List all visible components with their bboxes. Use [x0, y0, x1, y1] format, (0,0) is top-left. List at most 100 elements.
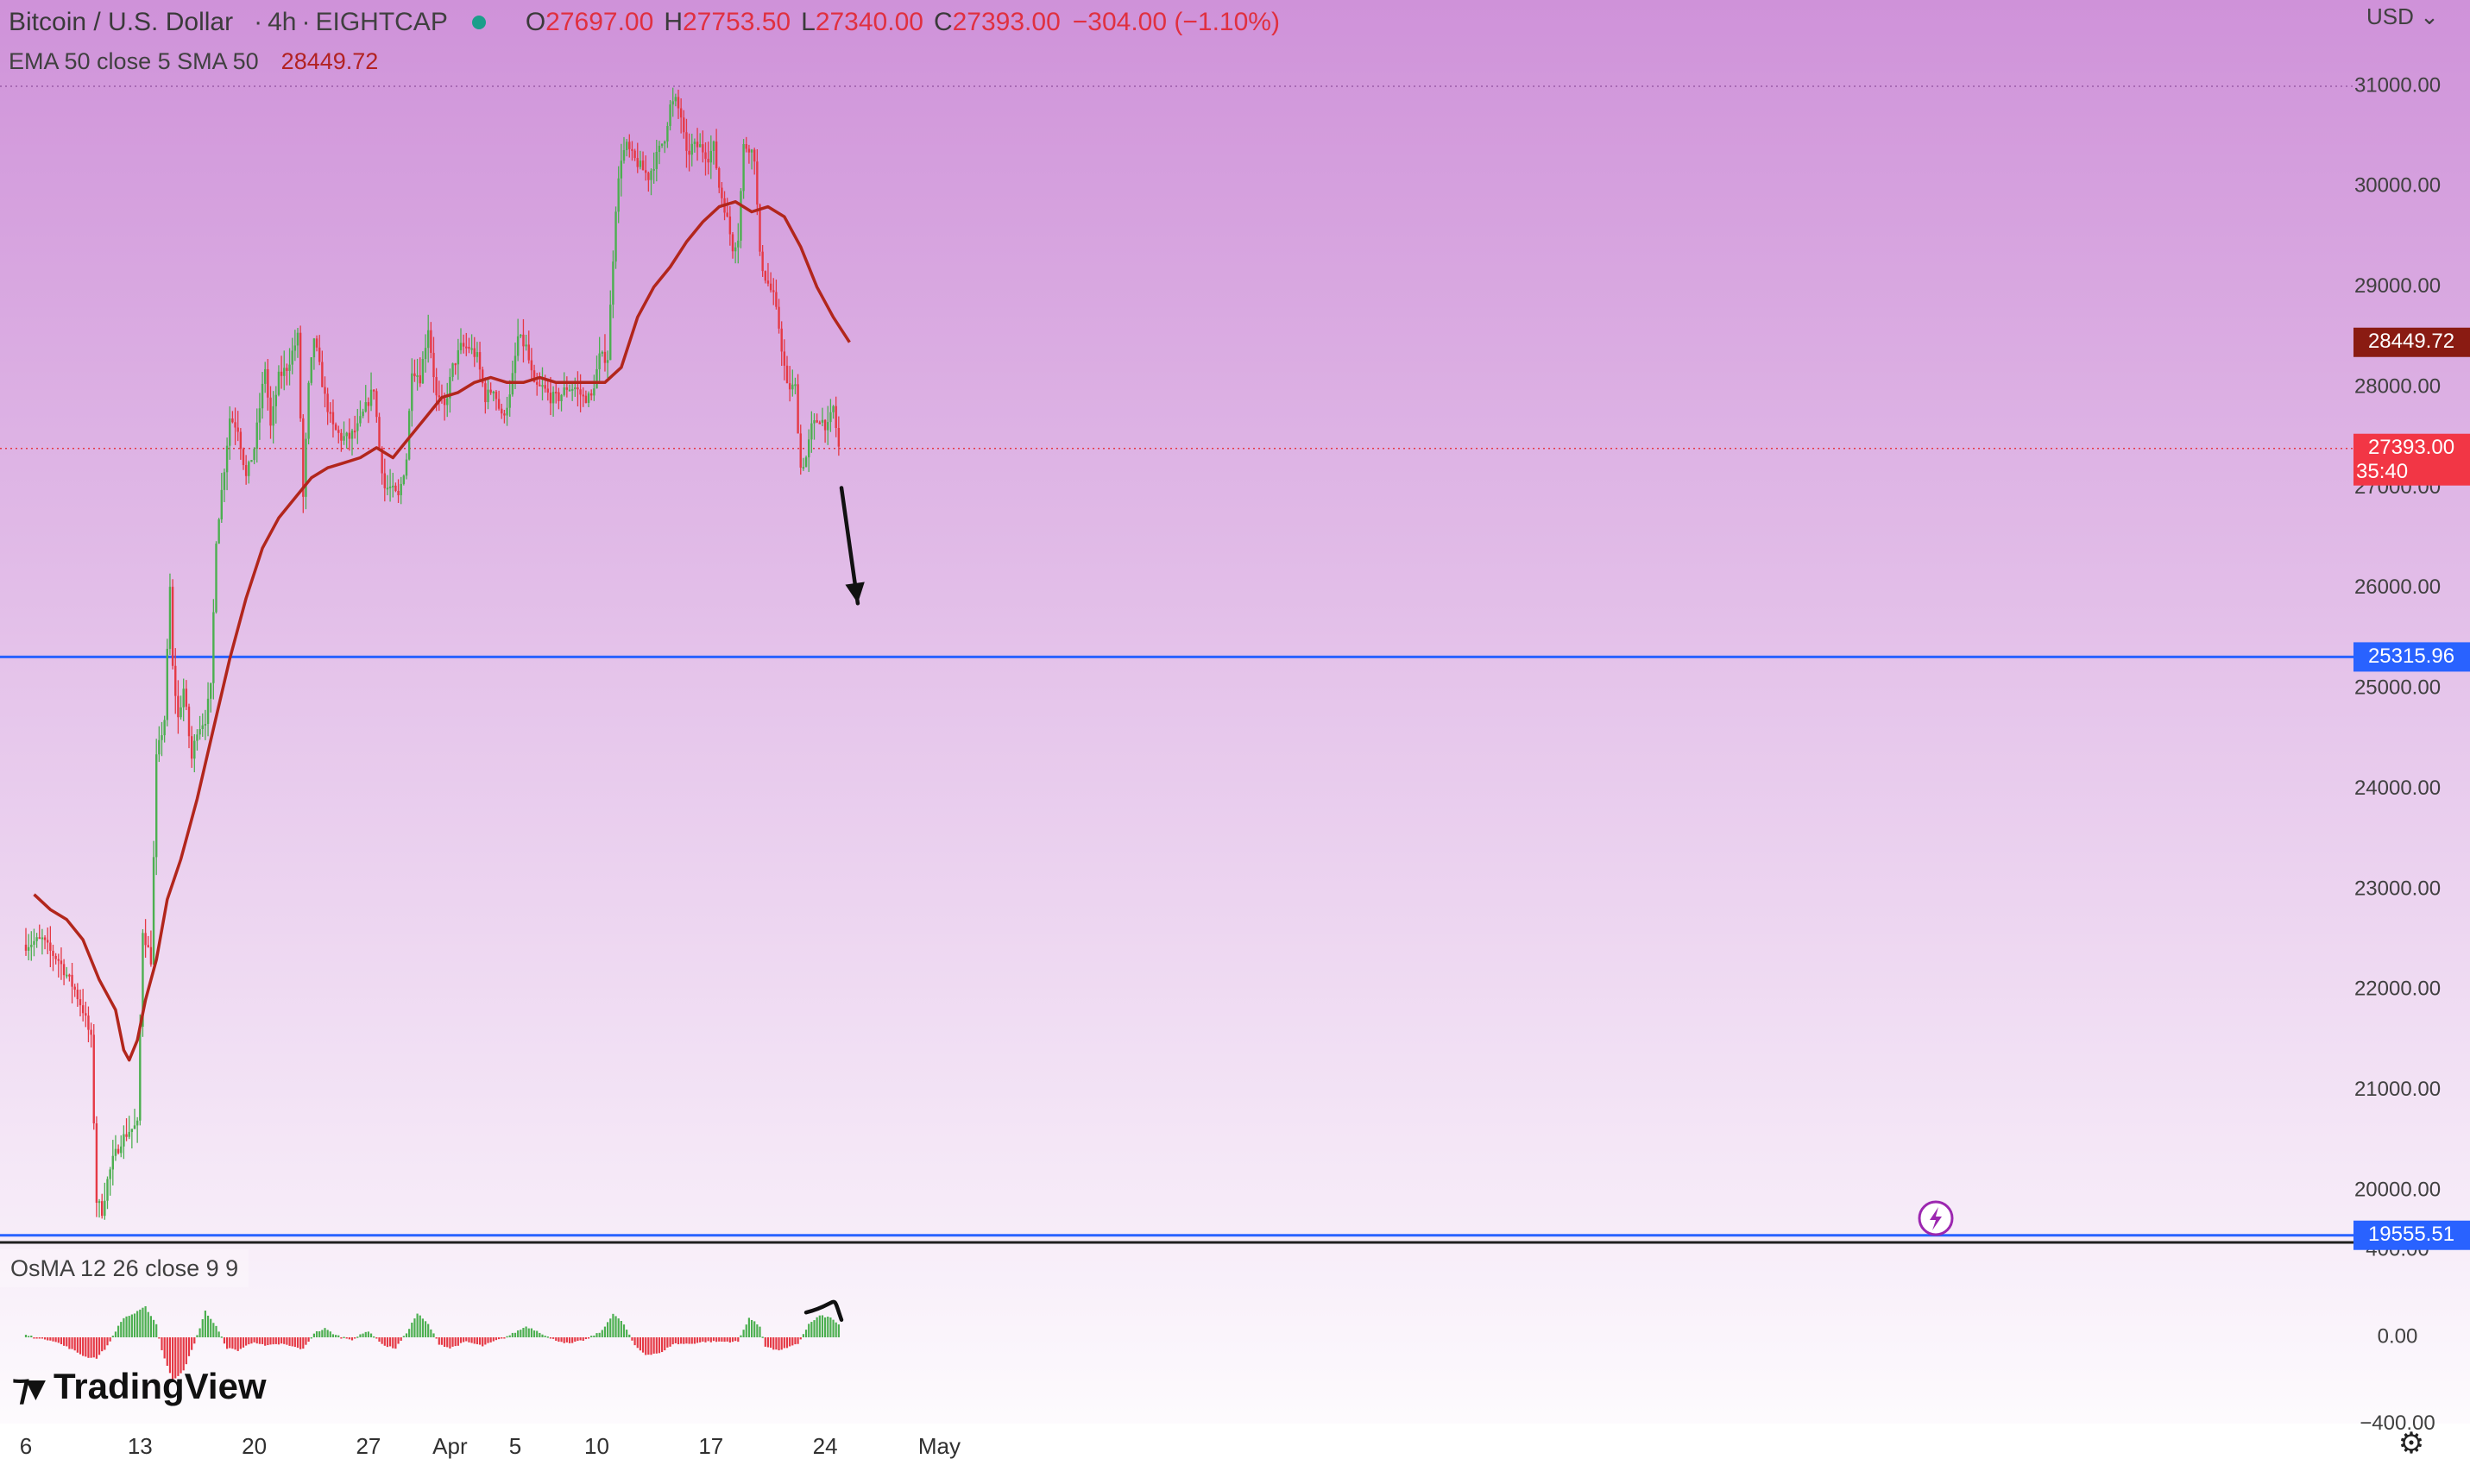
osma-bar [117, 1325, 120, 1337]
candle-body [206, 698, 210, 725]
osma-bar [810, 1322, 813, 1337]
candle-body [231, 418, 234, 423]
indicator-legend[interactable]: EMA 50 close 5 SMA 50 28449.72 [9, 45, 378, 78]
osma-bar [699, 1337, 702, 1343]
osma-bar [196, 1335, 198, 1337]
symbol-name[interactable]: Bitcoin / U.S. Dollar [9, 8, 234, 36]
osma-bar [571, 1337, 574, 1343]
osma-bar [789, 1337, 791, 1347]
osma-bar [250, 1337, 253, 1344]
lightning-alert-icon[interactable] [1918, 1200, 1954, 1236]
osma-bar [601, 1330, 603, 1337]
candle-body [544, 385, 546, 389]
osma-bar [369, 1333, 373, 1337]
osma-bar [239, 1337, 242, 1349]
candle-body [57, 959, 60, 961]
candle-body [85, 1013, 87, 1016]
gear-icon[interactable]: ⚙ [2398, 1427, 2425, 1460]
osma-bar [785, 1337, 789, 1349]
currency-selector[interactable]: USD ⌄ [2366, 3, 2439, 30]
osma-bar [666, 1337, 669, 1348]
time-axis[interactable]: 6 13 20 27 Apr 5 10 17 24 May [20, 1433, 961, 1459]
osma-bar [229, 1337, 231, 1349]
price-tick-label: 21000.00 [2354, 1078, 2441, 1101]
candle-body [239, 431, 243, 450]
osma-bar [612, 1313, 614, 1337]
candle-body [307, 382, 310, 439]
ema-sma-line[interactable] [33, 200, 851, 1062]
osma-bar [829, 1317, 832, 1337]
time-tick-label: 27 [356, 1433, 381, 1459]
candlestick-series[interactable] [24, 87, 841, 1220]
price-axis[interactable]: 20000.00 21000.00 22000.00 23000.00 24000.00… [2354, 73, 2441, 1201]
osma-bar [125, 1316, 128, 1337]
candle-body [130, 1129, 134, 1132]
osma-bar [60, 1337, 63, 1344]
candle-body [166, 649, 168, 720]
candle-body [305, 438, 307, 497]
candle-body [539, 384, 541, 387]
osma-bar [658, 1337, 661, 1354]
osma-bar [837, 1324, 840, 1337]
last-price-tag[interactable]: 27393.00 35:40 [2353, 433, 2470, 486]
osma-bar [212, 1323, 215, 1337]
osma-bar [236, 1337, 239, 1351]
osma-bar [386, 1337, 389, 1348]
osma-bar [584, 1337, 587, 1340]
osma-bar [495, 1337, 498, 1341]
osma-trend-drawing[interactable] [803, 1299, 844, 1323]
candle-body [225, 445, 229, 473]
level-tag-upper[interactable]: 25315.96 [2353, 642, 2470, 672]
candle-body [775, 292, 778, 307]
candle-body [315, 338, 318, 348]
candle-body [443, 398, 446, 406]
osma-bar [740, 1335, 742, 1337]
osma-bar [364, 1331, 367, 1337]
osma-bar [808, 1324, 810, 1337]
high-label: H [664, 8, 683, 36]
osma-bar [394, 1337, 397, 1349]
candle-body [104, 1200, 106, 1217]
osma-bar [459, 1337, 463, 1343]
market-status-icon[interactable] [471, 16, 486, 29]
osma-bar [223, 1337, 226, 1344]
candle-body [609, 305, 612, 361]
osma-bar [511, 1332, 514, 1337]
osma-bar [696, 1337, 699, 1343]
candle-body [54, 955, 57, 959]
down-arrow-drawing[interactable] [839, 486, 865, 606]
osma-histogram[interactable] [24, 1305, 840, 1380]
level-tag-lower[interactable]: 19555.51 [2353, 1220, 2470, 1250]
osma-bar [650, 1337, 652, 1355]
candle-body [693, 141, 696, 144]
osma-bar [111, 1336, 114, 1337]
candle-body [280, 371, 283, 376]
candle-body [283, 368, 286, 376]
osma-bar [253, 1337, 255, 1343]
osma-bar [49, 1337, 52, 1341]
osma-bar [123, 1317, 125, 1337]
osma-bar [582, 1337, 584, 1341]
high-value: 27753.50 [682, 8, 791, 36]
indicator-value: 28449.72 [280, 47, 379, 74]
candle-body [24, 944, 28, 951]
indicator-name[interactable]: EMA 50 close 5 SMA 50 [9, 47, 259, 74]
osma-bar [636, 1337, 639, 1349]
osma-bar [305, 1337, 307, 1345]
candle-body [90, 1029, 92, 1035]
candle-body [142, 933, 144, 1027]
candle-body [196, 734, 198, 741]
ema-price-tag[interactable]: 28449.72 [2353, 327, 2470, 357]
osma-legend[interactable]: OsMA 12 26 close 9 9 [0, 1249, 249, 1287]
osma-bar [688, 1337, 690, 1344]
tradingview-logo[interactable]: ⁊▾ TradingView [12, 1365, 267, 1408]
time-axis-strip[interactable] [0, 1424, 2470, 1484]
timeframe[interactable]: 4h [268, 8, 297, 36]
price-tick-label: 23000.00 [2354, 877, 2441, 900]
candle-body [641, 160, 645, 171]
osma-bar [106, 1337, 109, 1346]
candle-body [633, 150, 636, 159]
osma-name[interactable]: OsMA 12 26 close 9 9 [10, 1254, 239, 1281]
